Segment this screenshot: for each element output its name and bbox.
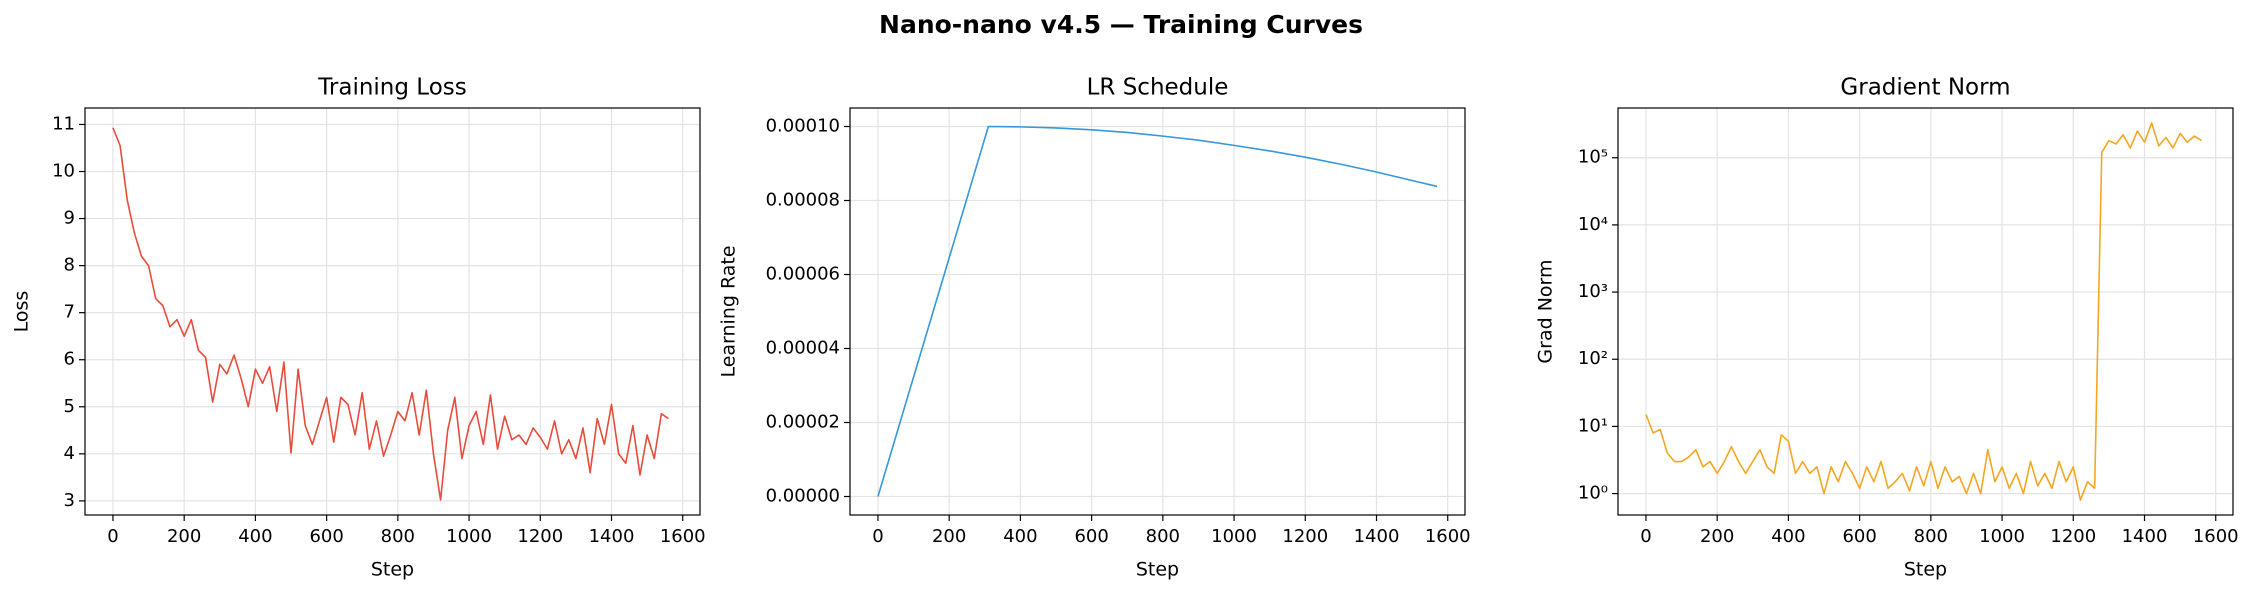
x-tick-label: 0 bbox=[872, 526, 883, 547]
x-tick-label: 1400 bbox=[2122, 526, 2168, 547]
y-tick-label: 10⁰ bbox=[1578, 483, 1608, 504]
x-axis-label: Step bbox=[1904, 559, 1947, 581]
y-tick-label: 10⁵ bbox=[1578, 147, 1608, 168]
x-tick-label: 1600 bbox=[1425, 526, 1471, 547]
line-series bbox=[1645, 122, 2202, 501]
figure-title: Nano-nano v4.5 — Training Curves bbox=[879, 10, 1363, 39]
x-tick-label: 800 bbox=[1146, 526, 1180, 547]
y-tick-label: 0.00004 bbox=[766, 338, 840, 359]
x-tick-label: 600 bbox=[309, 526, 343, 547]
x-tick-label: 1400 bbox=[589, 526, 635, 547]
axes-frame bbox=[84, 107, 701, 516]
x-tick-label: 400 bbox=[1771, 526, 1805, 547]
y-tick-label: 0.00006 bbox=[766, 264, 840, 285]
x-tick-label: 400 bbox=[238, 526, 272, 547]
y-tick-label: 10⁴ bbox=[1578, 214, 1608, 235]
x-tick-label: 1400 bbox=[1354, 526, 1400, 547]
x-tick-label: 800 bbox=[381, 526, 415, 547]
x-tick-label: 200 bbox=[167, 526, 201, 547]
y-tick-label: 0.00010 bbox=[766, 116, 840, 137]
x-tick-label: 600 bbox=[1842, 526, 1876, 547]
y-tick-label: 6 bbox=[64, 349, 75, 370]
y-tick-label: 8 bbox=[64, 255, 75, 276]
y-tick-label: 0.00008 bbox=[766, 190, 840, 211]
x-tick-label: 400 bbox=[1003, 526, 1037, 547]
y-tick-label: 10³ bbox=[1578, 281, 1608, 302]
y-tick-label: 0.00002 bbox=[766, 412, 840, 433]
x-tick-label: 1600 bbox=[660, 526, 706, 547]
x-tick-label: 200 bbox=[1700, 526, 1734, 547]
y-tick-label: 11 bbox=[52, 113, 75, 134]
y-tick-label: 3 bbox=[64, 490, 75, 511]
x-tick-label: 1200 bbox=[1282, 526, 1328, 547]
chart-title: Gradient Norm bbox=[1840, 75, 2010, 101]
x-axis-label: Step bbox=[1136, 559, 1179, 581]
x-tick-label: 1200 bbox=[2050, 526, 2096, 547]
y-tick-label: 4 bbox=[64, 443, 75, 464]
x-tick-label: 800 bbox=[1914, 526, 1948, 547]
y-tick-label: 0.00000 bbox=[766, 486, 840, 507]
y-axis-label: Grad Norm bbox=[1535, 259, 1557, 363]
x-tick-label: 600 bbox=[1074, 526, 1108, 547]
line-series bbox=[112, 127, 669, 501]
x-tick-label: 1000 bbox=[1211, 526, 1257, 547]
x-tick-label: 1000 bbox=[446, 526, 492, 547]
x-tick-label: 200 bbox=[932, 526, 966, 547]
y-tick-label: 10 bbox=[52, 161, 75, 182]
axes-frame bbox=[1617, 107, 2234, 516]
y-tick-label: 7 bbox=[64, 302, 75, 323]
x-tick-label: 1000 bbox=[1979, 526, 2025, 547]
y-tick-label: 5 bbox=[64, 396, 75, 417]
chart-title: Training Loss bbox=[317, 75, 467, 101]
x-axis-label: Step bbox=[371, 559, 414, 581]
x-tick-label: 0 bbox=[107, 526, 118, 547]
y-tick-label: 10¹ bbox=[1578, 415, 1608, 436]
y-tick-label: 10² bbox=[1578, 348, 1608, 369]
axes-frame bbox=[849, 107, 1466, 516]
y-axis-label: Learning Rate bbox=[718, 245, 740, 377]
x-tick-label: 0 bbox=[1640, 526, 1651, 547]
y-tick-label: 9 bbox=[64, 208, 75, 229]
y-axis-label: Loss bbox=[11, 291, 33, 333]
x-tick-label: 1600 bbox=[2193, 526, 2239, 547]
chart-title: LR Schedule bbox=[1087, 75, 1229, 101]
x-tick-label: 1200 bbox=[517, 526, 563, 547]
line-series bbox=[877, 125, 1438, 497]
